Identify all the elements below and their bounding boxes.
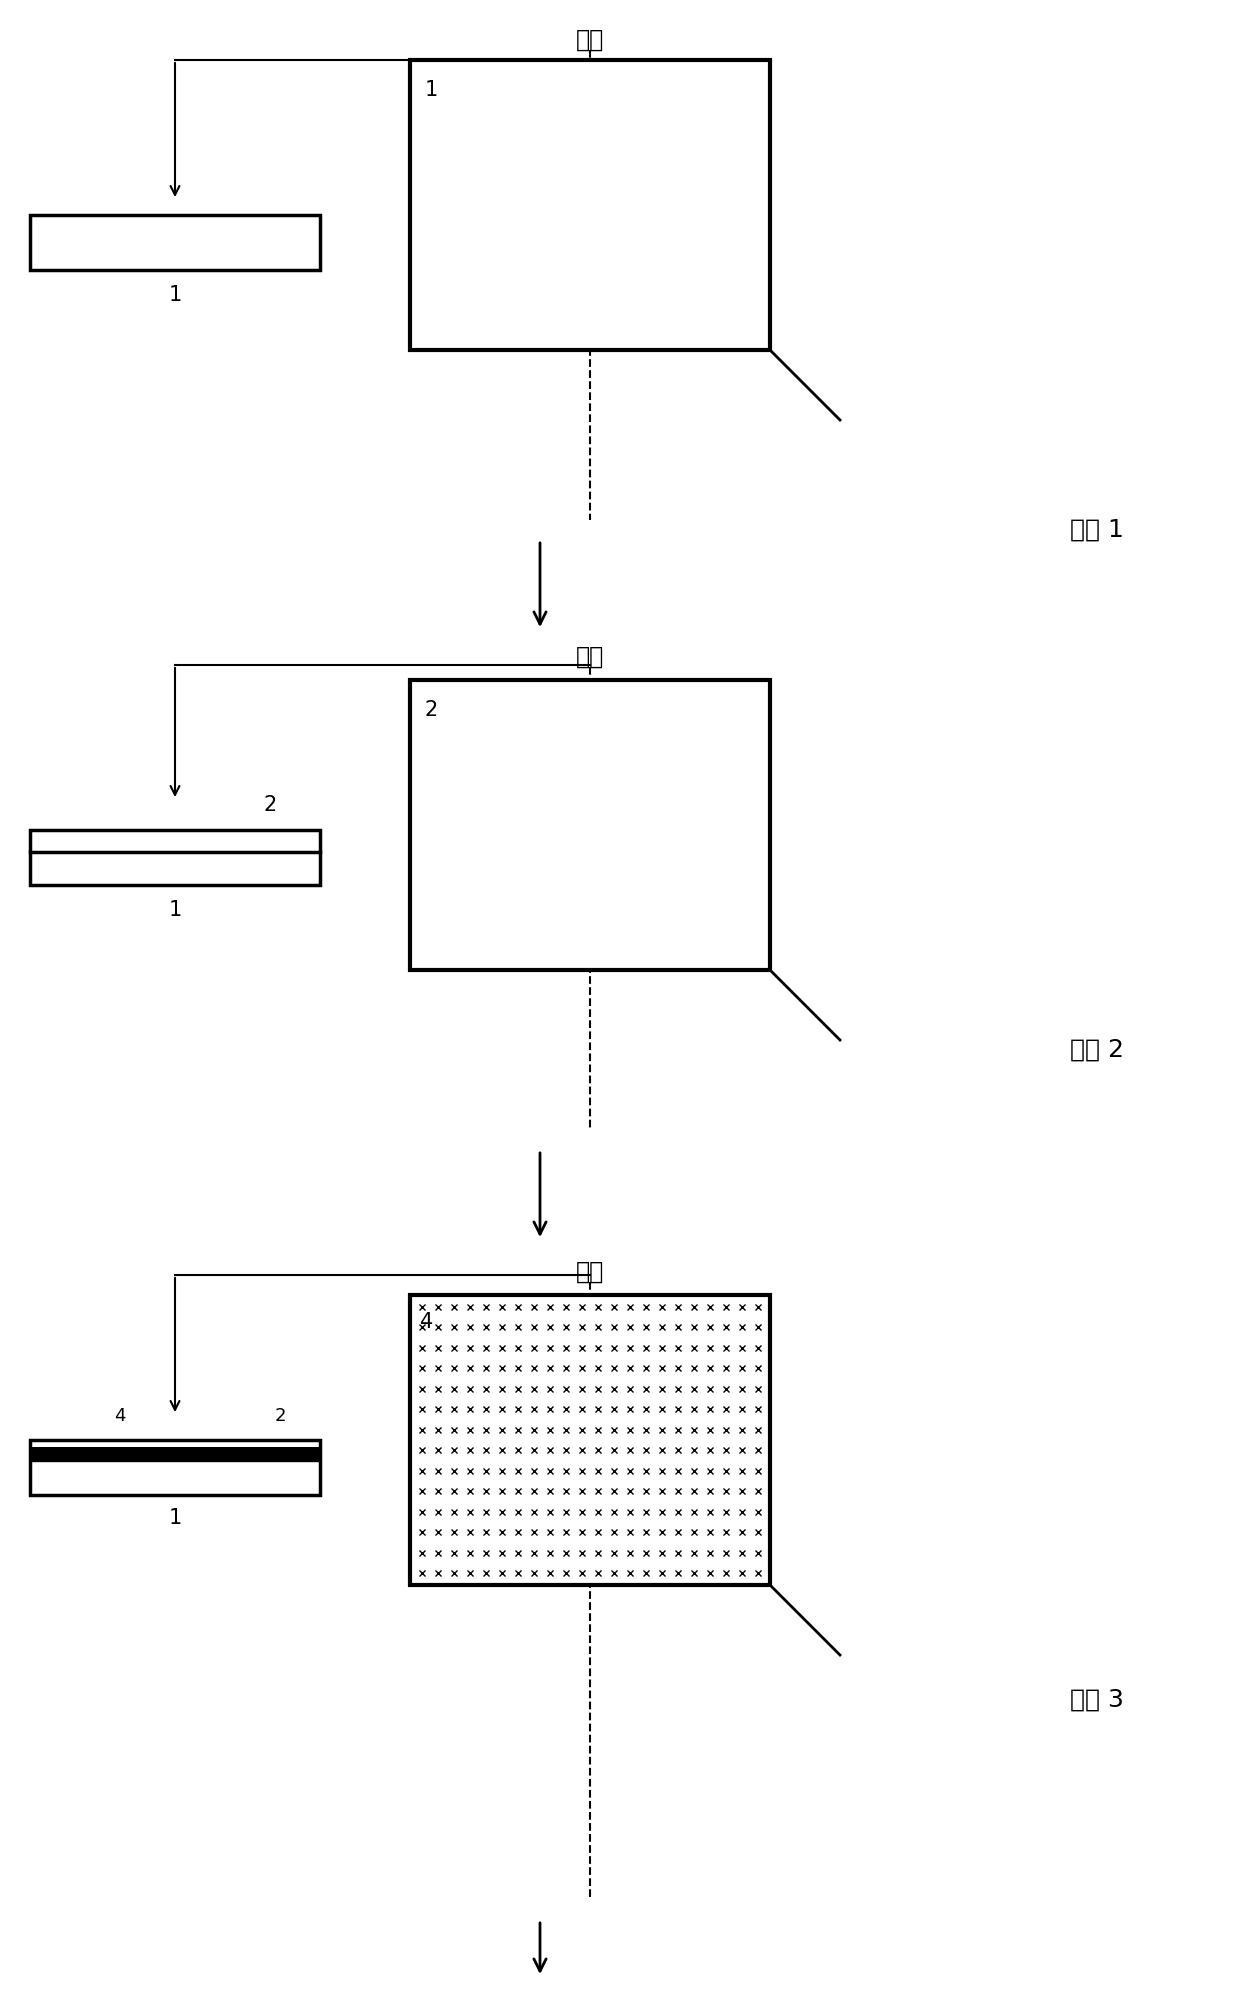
Text: 切面: 切面	[575, 1260, 604, 1284]
Text: 切面: 切面	[575, 645, 604, 669]
Text: 4: 4	[114, 1408, 125, 1426]
Text: 2: 2	[274, 1408, 285, 1426]
Text: 2: 2	[425, 701, 438, 721]
Bar	[30, 216, 320, 270]
Bar	[410, 681, 770, 971]
Text: 1: 1	[425, 80, 438, 100]
Text: 步骤 3: 步骤 3	[1070, 1687, 1123, 1711]
Text: 步骤 1: 步骤 1	[1070, 517, 1123, 541]
Bar	[30, 1440, 320, 1496]
Text: 2: 2	[263, 795, 277, 815]
Text: 4: 4	[420, 1312, 433, 1332]
Text: 1: 1	[169, 901, 181, 921]
Bar	[30, 831, 320, 885]
Text: 步骤 2: 步骤 2	[1070, 1038, 1123, 1062]
Bar	[410, 1294, 770, 1586]
Bar	[30, 1448, 320, 1462]
Bar	[410, 60, 770, 349]
Text: 1: 1	[169, 1508, 181, 1528]
Text: 切面: 切面	[575, 28, 604, 52]
Text: 1: 1	[169, 286, 181, 306]
